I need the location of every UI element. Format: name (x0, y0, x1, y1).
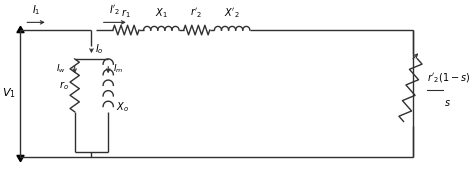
Text: $s$: $s$ (444, 98, 451, 108)
Text: $I'_2$: $I'_2$ (109, 3, 120, 17)
Text: $r'_2(1-s)$: $r'_2(1-s)$ (427, 72, 470, 85)
Text: $r_1$: $r_1$ (121, 8, 131, 20)
Text: $I_m$: $I_m$ (113, 62, 123, 75)
Text: $V_1$: $V_1$ (1, 87, 16, 100)
Text: $I_1$: $I_1$ (32, 3, 41, 17)
Text: $X'_2$: $X'_2$ (224, 7, 240, 20)
Text: $X_1$: $X_1$ (155, 7, 168, 20)
Text: $I_w$: $I_w$ (55, 62, 65, 75)
Text: $r_o$: $r_o$ (59, 79, 68, 92)
Text: $X_o$: $X_o$ (116, 100, 128, 114)
Text: $I_o$: $I_o$ (95, 42, 104, 56)
Text: $r'_2$: $r'_2$ (191, 7, 203, 20)
